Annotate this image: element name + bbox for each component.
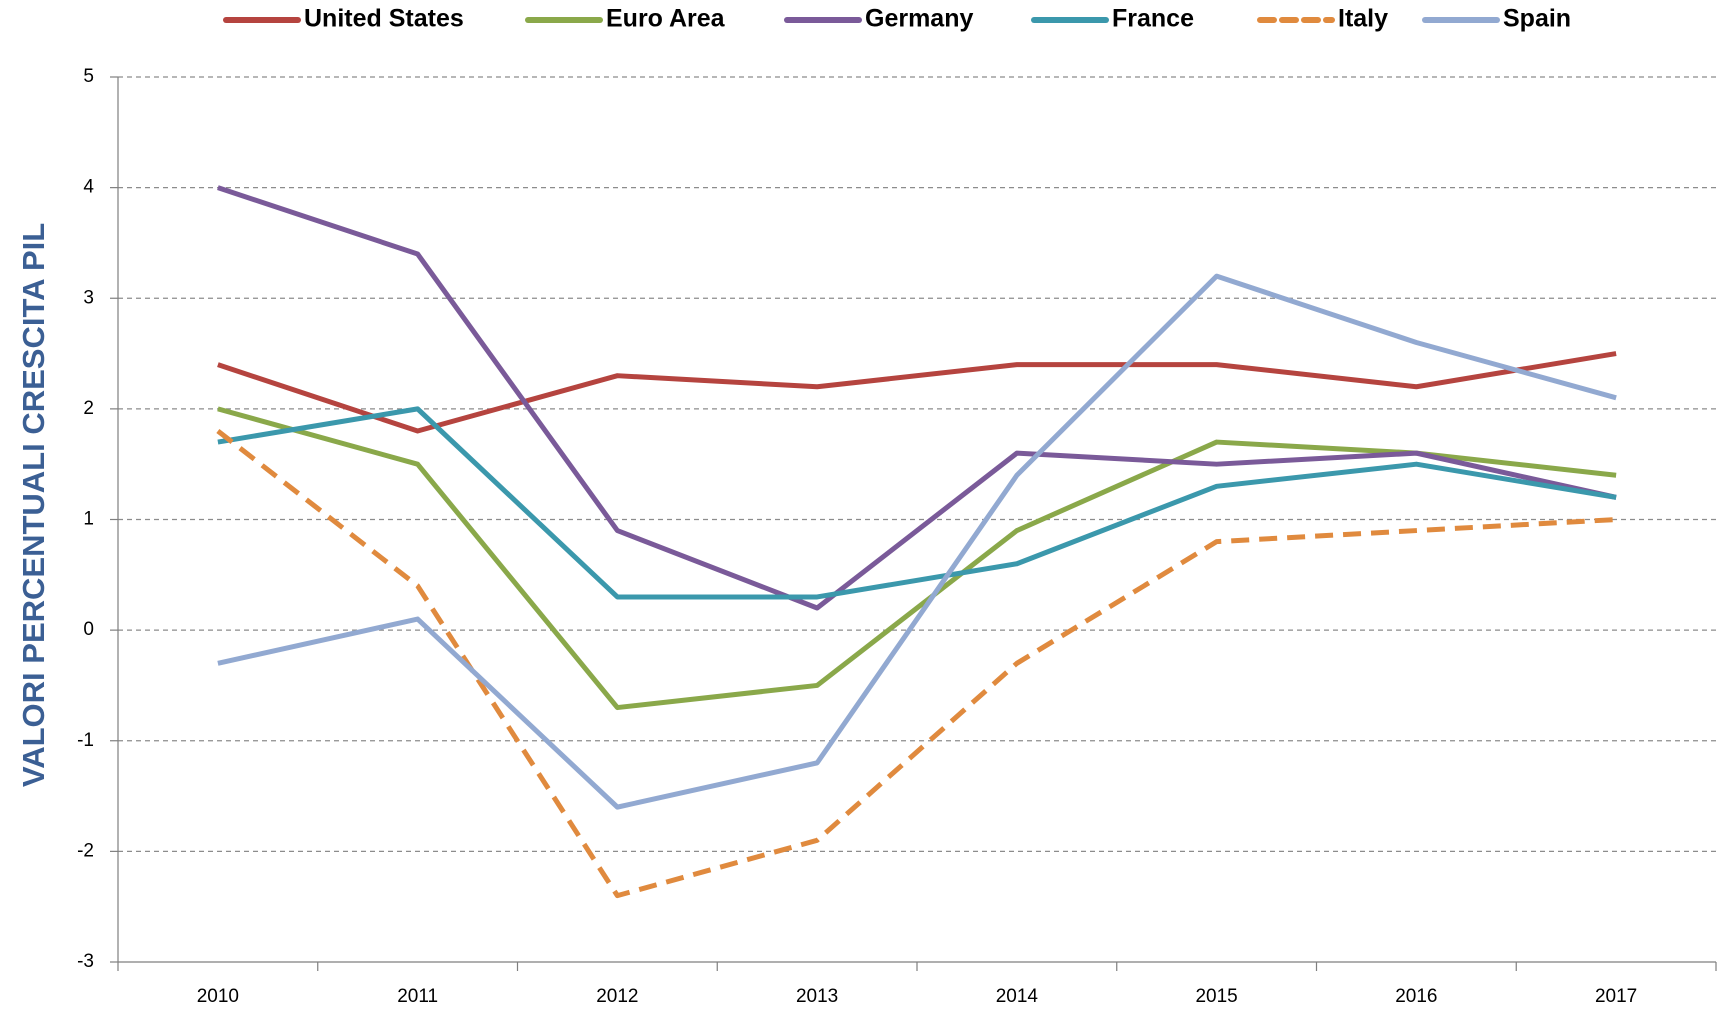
series-line <box>216 429 1617 899</box>
x-tick-label: 2015 <box>1195 986 1237 1007</box>
x-tick-label: 2016 <box>1395 986 1437 1007</box>
y-tick-label: 2 <box>83 398 94 419</box>
y-tick-label: 5 <box>83 66 94 87</box>
y-tick-label: -1 <box>77 730 94 751</box>
x-tick-label: 2011 <box>397 986 438 1007</box>
y-tick-label: 0 <box>83 619 94 640</box>
legend-label: Euro Area <box>606 5 726 33</box>
series-line <box>217 406 1617 711</box>
x-tick-label: 2017 <box>1595 986 1637 1007</box>
x-tick-label: 2010 <box>197 986 239 1007</box>
x-tick-label: 2014 <box>996 986 1039 1007</box>
series-line <box>217 185 1617 611</box>
legend-label: France <box>1112 5 1194 33</box>
legend-label: Germany <box>865 5 973 33</box>
series-line <box>217 406 1617 600</box>
y-tick-label: -3 <box>77 951 94 972</box>
y-tick-label: 4 <box>83 177 94 198</box>
y-axis-title: VALORI PERCENTUALI CRESCITA PIL <box>16 223 51 787</box>
series-line <box>217 351 1617 434</box>
legend-label: Spain <box>1503 5 1571 33</box>
x-tick-label: 2013 <box>796 986 838 1007</box>
legend-label: Italy <box>1338 5 1388 33</box>
legend-label: United States <box>304 5 464 33</box>
series-line <box>217 273 1617 810</box>
x-tick-label: 2012 <box>596 986 638 1007</box>
y-tick-label: 1 <box>83 509 94 530</box>
y-tick-label: 3 <box>83 287 94 308</box>
y-tick-label: -2 <box>77 840 94 861</box>
